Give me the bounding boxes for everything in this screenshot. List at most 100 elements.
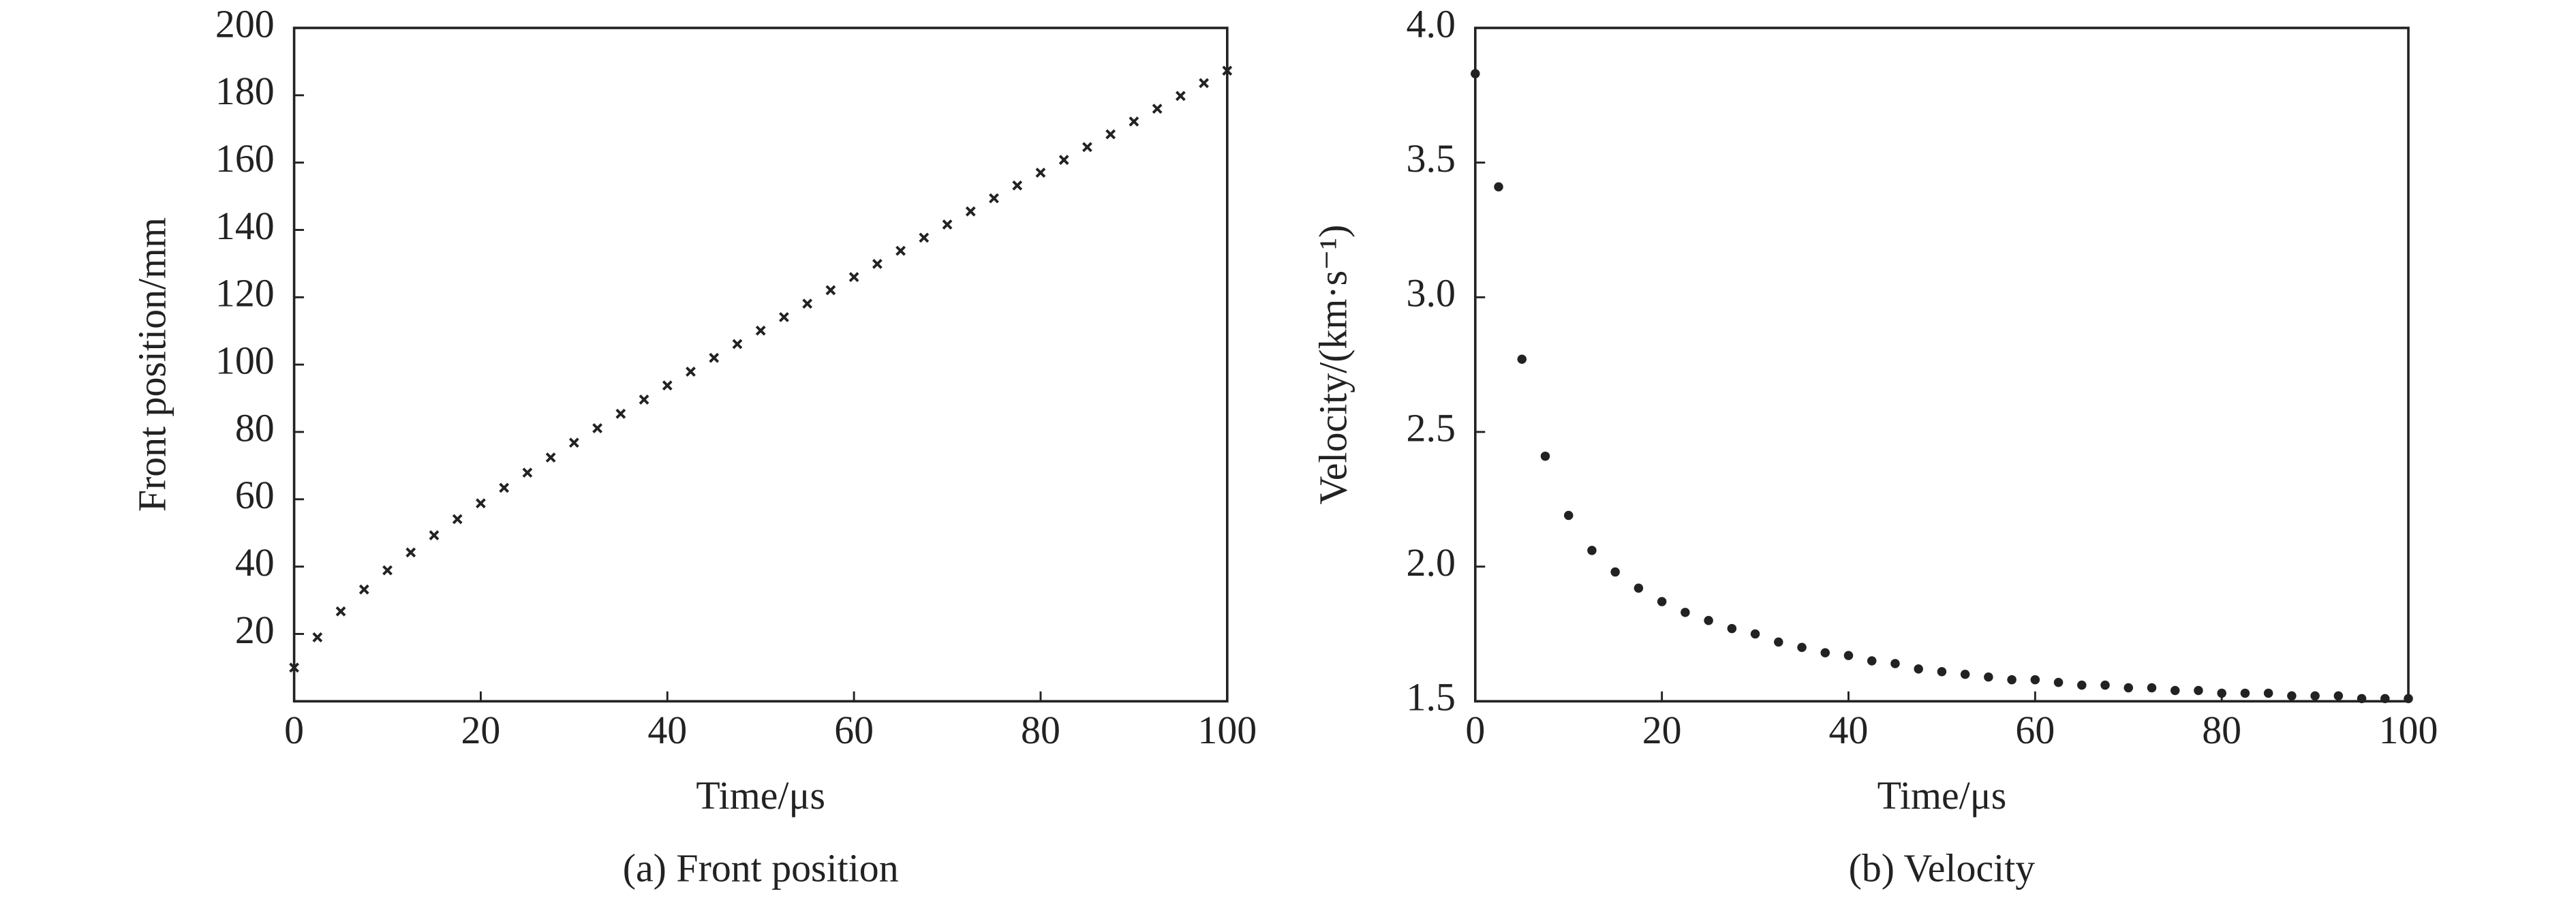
data-point [2170,685,2180,696]
y-tick-label: 2.0 [1407,540,1456,585]
data-point [1035,168,1046,178]
data-point [1563,510,1574,521]
data-point [2404,694,2413,704]
plot-frame [292,27,1229,703]
data-point [2287,691,2297,701]
data-point [732,339,743,350]
data-point [1129,116,1139,127]
y-tick-label: 40 [235,540,275,585]
y-tick-label: 100 [215,338,275,382]
data-point [1984,672,1993,682]
x-axis-label: Time/μs [1877,773,2007,818]
data-point [1152,104,1163,114]
data-point [405,547,416,558]
data-point [382,565,393,576]
data-point [499,482,510,493]
data-point [2077,680,2087,690]
data-point [2357,694,2367,704]
x-tick-label: 40 [1829,708,1869,752]
data-point [289,662,299,673]
data-point [848,272,859,283]
y-tick-label: 80 [235,405,275,450]
data-point [989,193,999,204]
data-point [1890,659,1900,668]
data-point [1797,642,1807,653]
data-point [755,325,766,336]
data-point [1540,451,1550,461]
data-point [429,530,440,541]
data-point [2030,674,2040,685]
y-tick-label: 4.0 [1407,1,1456,46]
data-point [2217,688,2226,698]
data-point [1471,69,1480,78]
data-point [1774,637,1783,647]
data-point [1610,567,1620,577]
data-point [1960,670,1970,679]
y-tick-label: 60 [235,473,275,517]
data-point [872,259,883,269]
x-tick-label: 0 [284,708,304,752]
x-tick-label: 60 [2015,708,2055,752]
x-tick-label: 100 [2379,708,2438,752]
data-point [1175,91,1186,102]
caption: (a) Front position [623,845,899,890]
y-tick-label: 1.5 [1407,675,1456,719]
x-tick-label: 60 [834,708,874,752]
y-tick-label: 2.5 [1407,405,1456,450]
data-point [335,606,346,617]
data-point [1058,155,1069,166]
data-point [709,352,720,363]
data-point [2053,677,2064,687]
x-tick-label: 0 [1465,708,1485,752]
data-point [1494,182,1503,191]
data-point [2147,683,2157,693]
data-point [942,219,953,230]
y-tick-label: 20 [235,608,275,652]
y-tick-label: 200 [215,1,275,46]
data-point [1657,597,1667,606]
data-point [522,467,533,478]
data-point [2123,683,2134,693]
data-point [592,423,602,433]
data-point [779,312,789,322]
data-point [919,232,930,243]
data-point [1704,615,1713,625]
y-tick-label: 120 [215,271,275,315]
data-point [1937,667,1947,677]
data-point [312,632,323,642]
data-point [1517,354,1527,364]
data-point [358,584,369,595]
data-point [2380,694,2390,704]
y-tick-label: 3.0 [1407,271,1456,315]
data-point [1820,648,1830,657]
data-point [1105,129,1116,140]
data-point [568,437,579,448]
data-point [2100,680,2110,690]
data-point [2310,691,2320,701]
data-point [686,367,696,377]
data-point [1082,142,1092,153]
data-point [639,394,649,405]
data-point [2333,691,2344,701]
data-point [452,514,463,525]
data-point [476,498,486,509]
data-point [802,298,813,309]
data-point [2007,674,2017,685]
data-point [1634,583,1644,593]
data-point [1843,651,1854,660]
data-point [1914,664,1923,674]
y-axis-label: Front position/mm [129,217,174,512]
data-point [2194,685,2203,696]
y-tick-label: 180 [215,69,275,113]
x-tick-label: 100 [1197,708,1257,752]
data-point [1750,629,1760,639]
y-tick-label: 3.5 [1407,136,1456,181]
y-tick-label: 160 [215,136,275,181]
x-tick-label: 40 [647,708,687,752]
data-point [1012,180,1023,191]
data-point [1199,78,1209,89]
caption: (b) Velocity [1849,845,2036,890]
x-tick-label: 20 [461,708,501,752]
